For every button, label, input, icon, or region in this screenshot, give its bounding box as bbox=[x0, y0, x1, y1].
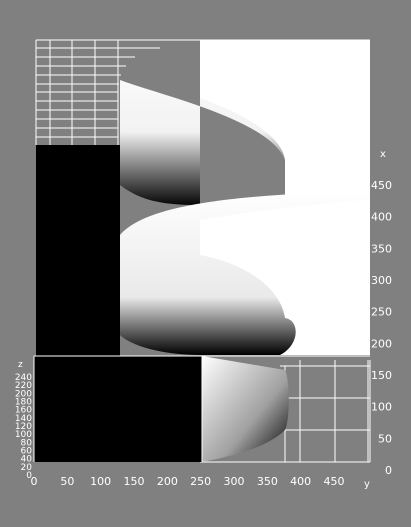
z-tick-label: 240 bbox=[15, 373, 32, 383]
z-axis-label: z bbox=[18, 360, 23, 370]
x-axis-label: x bbox=[380, 149, 386, 160]
z-tick-label: 200 bbox=[15, 389, 32, 399]
z-tick-label: 20 bbox=[21, 463, 33, 473]
z-tick-label: 100 bbox=[15, 430, 32, 440]
z-tick-label: 160 bbox=[15, 406, 32, 416]
y-axis-label: y bbox=[364, 479, 370, 490]
z-tick-label: 140 bbox=[15, 414, 32, 424]
left-wall-lower bbox=[34, 356, 202, 462]
x-tick-label: 200 bbox=[371, 337, 392, 350]
y-tick-labels: 0 50 100 150 200 250 300 350 400 450 bbox=[31, 475, 345, 488]
x-tick-label: 100 bbox=[371, 401, 392, 414]
y-tick-label: 50 bbox=[60, 475, 74, 488]
y-tick-label: 200 bbox=[157, 475, 178, 488]
y-tick-label: 250 bbox=[190, 475, 211, 488]
left-wall-upper bbox=[36, 145, 120, 357]
x-tick-label: 150 bbox=[371, 369, 392, 382]
z-tick-label: 40 bbox=[21, 455, 33, 465]
y-tick-label: 0 bbox=[31, 475, 38, 488]
y-tick-label: 150 bbox=[124, 475, 145, 488]
y-tick-label: 100 bbox=[90, 475, 111, 488]
z-tick-label: 120 bbox=[15, 422, 32, 432]
x-tick-label: 350 bbox=[371, 242, 392, 255]
z-tick-label: 0 bbox=[26, 471, 32, 481]
z-tick-label: 80 bbox=[21, 438, 33, 448]
z-tick-label: 60 bbox=[21, 447, 33, 457]
surface-lower-bright bbox=[200, 200, 370, 355]
frame-lines bbox=[33, 355, 371, 462]
surface-right-cap bbox=[200, 40, 370, 205]
y-tick-label: 450 bbox=[324, 475, 345, 488]
z-tick-label: 220 bbox=[15, 381, 32, 391]
x-tick-label: 300 bbox=[371, 274, 392, 287]
x-tick-label: 450 bbox=[371, 179, 392, 192]
y-tick-label: 400 bbox=[290, 475, 311, 488]
x-tick-label: 50 bbox=[378, 432, 392, 445]
x-tick-label: 400 bbox=[371, 211, 392, 224]
x-tick-label: 250 bbox=[371, 306, 392, 319]
z-tick-label: 180 bbox=[15, 398, 32, 408]
surface-bottom-block bbox=[202, 356, 289, 462]
y-tick-label: 300 bbox=[224, 475, 245, 488]
y-tick-label: 350 bbox=[257, 475, 278, 488]
x-tick-labels: 0 50 100 150 200 250 300 350 400 450 bbox=[371, 179, 392, 477]
back-wall-grid bbox=[35, 39, 370, 145]
x-tick-label: 0 bbox=[385, 464, 392, 477]
